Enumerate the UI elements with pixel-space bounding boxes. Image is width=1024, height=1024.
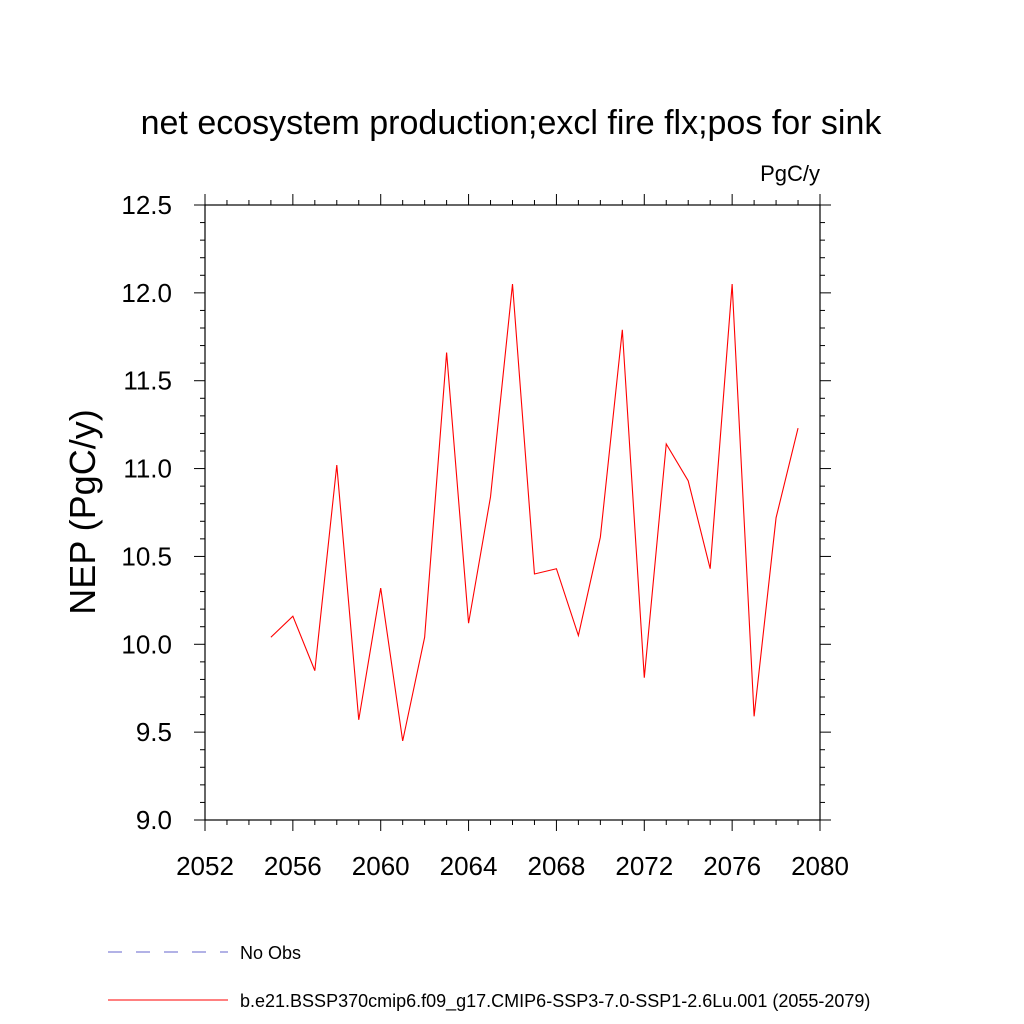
legend: No Obs b.e21.BSSP370cmip6.f09_g17.CMIP6-S… — [108, 943, 870, 1012]
legend-label: No Obs — [240, 943, 301, 963]
series-line — [270, 284, 799, 742]
x-tick-labels: 2052 2056 2060 2064 2068 2072 2076 2080 — [176, 851, 849, 881]
y-tick-label: 12.0 — [121, 278, 172, 308]
x-tick-label: 2072 — [615, 851, 673, 881]
chart-title: net ecosystem production;excl fire flx;p… — [141, 104, 883, 142]
y-tick-label: 9.5 — [136, 717, 172, 747]
y-tick-label: 11.5 — [123, 366, 172, 396]
x-tick-label: 2060 — [352, 851, 410, 881]
plot-frame — [204, 204, 821, 821]
x-tick-label: 2076 — [703, 851, 761, 881]
y-tick-label: 9.0 — [136, 805, 172, 835]
x-tick-label: 2068 — [528, 851, 586, 881]
x-tick-label: 2064 — [440, 851, 498, 881]
x-tick-label: 2056 — [264, 851, 322, 881]
y-tick-labels: 9.0 9.5 10.0 10.5 11.0 11.5 12.0 12.5 — [121, 190, 172, 835]
y-tick-label: 11.0 — [123, 454, 172, 484]
y-tick-label: 10.0 — [121, 629, 172, 659]
x-tick-label: 2052 — [176, 851, 234, 881]
y-tick-label: 12.5 — [121, 190, 172, 220]
legend-label: b.e21.BSSP370cmip6.f09_g17.CMIP6-SSP3-7.… — [240, 991, 870, 1012]
y-tick-label: 10.5 — [121, 541, 172, 571]
x-tick-label: 2080 — [791, 851, 849, 881]
series-layer — [270, 284, 799, 742]
axis-ticks — [194, 194, 831, 831]
units-label: PgC/y — [760, 161, 820, 186]
y-axis-label: NEP (PgC/y) — [62, 409, 103, 614]
